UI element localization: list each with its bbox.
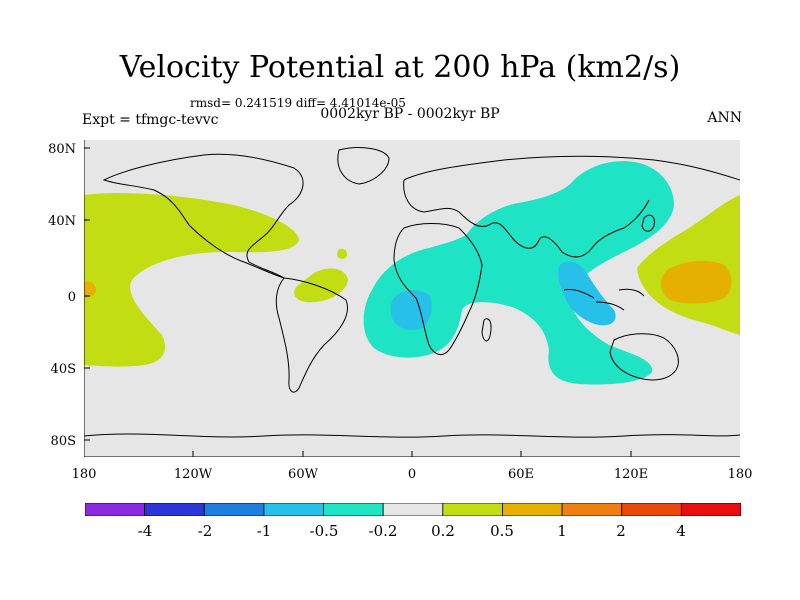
lat-label-40n: 40N (48, 214, 76, 229)
colorbar-swatch (680, 503, 741, 516)
colorbar-swatch (382, 503, 444, 516)
lat-label-40s: 40S (50, 362, 76, 377)
contour-positive-pacific-east (84, 193, 299, 367)
lon-label-60w: 60W (288, 467, 318, 482)
colorbar-swatch (502, 503, 563, 516)
contour-positive-orange-edge (84, 281, 96, 298)
coastline-indonesia (563, 288, 645, 311)
colorbar-swatch (561, 503, 623, 516)
period-label: 0002kyr BP - 0002kyr BP (320, 106, 500, 122)
contour-negative-teal (363, 161, 674, 385)
colorbar-label-1: 1 (557, 522, 567, 540)
lon-label-0: 0 (407, 467, 417, 482)
coastline-south-america (275, 277, 348, 393)
lat-label-80s: 80S (50, 434, 76, 449)
colorbar-label-neg4: -4 (137, 522, 153, 540)
colorbar-label-neg1: -1 (256, 522, 272, 540)
coastline-japan (641, 214, 655, 232)
season-label: ANN (707, 110, 742, 126)
coastline-eurasia (403, 155, 740, 258)
coastline-greenland (337, 147, 390, 185)
colorbar-swatch (85, 503, 146, 516)
lon-label-120w: 120W (173, 467, 213, 482)
colorbar-swatch (442, 503, 503, 516)
coastline-north-america (102, 153, 304, 279)
colorbar-swatch (621, 503, 682, 516)
colorbar-swatch (263, 503, 324, 516)
colorbar (85, 503, 741, 516)
plot-title: Velocity Potential at 200 hPa (km2/s) (119, 50, 681, 85)
contour-negative-blue-maritime (558, 261, 616, 326)
lat-label-equator: 0 (67, 290, 76, 305)
colorbar-label-0-2: 0.2 (431, 522, 455, 540)
colorbar-label-neg0-5: -0.5 (309, 522, 339, 540)
coastline-antarctica (84, 433, 740, 438)
contour-positive-atlantic (294, 268, 348, 303)
colorbar-label-4: 4 (676, 522, 686, 540)
axis-ticks (84, 140, 740, 457)
lon-label-180-right: 180 (727, 467, 753, 482)
colorbar-label-0-5: 0.5 (490, 522, 514, 540)
colorbar-swatch (144, 503, 205, 516)
colorbar-label-neg0-2: -0.2 (368, 522, 398, 540)
coastline-australia (609, 333, 679, 381)
experiment-label: Expt = tfmgc-tevvc (82, 112, 219, 128)
colorbar-swatch (323, 503, 384, 516)
lon-label-120e: 120E (613, 467, 649, 482)
lon-label-60e: 60E (507, 467, 535, 482)
map-panel (84, 140, 740, 457)
coastlines (84, 147, 740, 438)
contour-positive-atlantic-small (337, 248, 348, 259)
contour-positive-orange-west (660, 260, 732, 304)
colorbar-label-neg2: -2 (197, 522, 213, 540)
coastline-madagascar (481, 318, 492, 342)
colorbar-swatch (203, 503, 265, 516)
coastline-africa (393, 223, 483, 356)
stats-subtitle: rmsd= 0.241519 diff= 4.41014e-05 (190, 96, 406, 110)
contour-negative-blue-africa (390, 290, 432, 330)
lat-label-80n: 80N (48, 142, 76, 157)
colorbar-label-2: 2 (616, 522, 626, 540)
lon-label-180-left: 180 (71, 467, 97, 482)
